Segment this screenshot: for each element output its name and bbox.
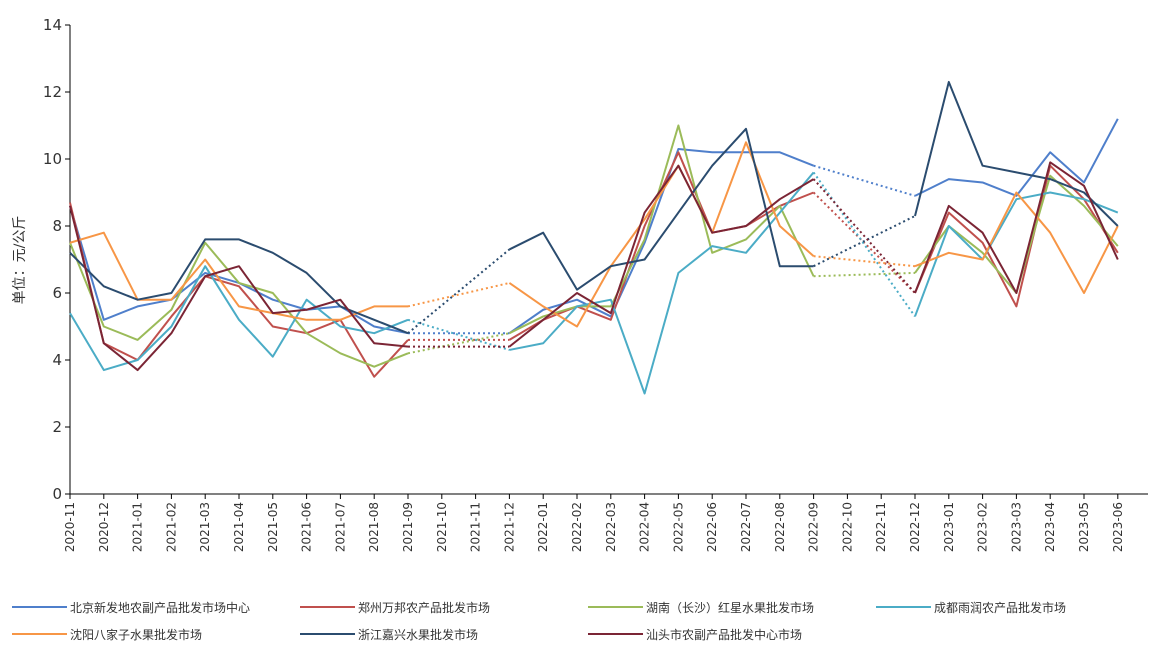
gap-connector bbox=[812, 171, 916, 318]
y-tick-label: 10 bbox=[43, 150, 62, 168]
x-tick-label: 2021-07 bbox=[333, 502, 347, 552]
gap-connector bbox=[407, 248, 511, 334]
x-tick-label: 2021-05 bbox=[266, 502, 280, 552]
x-tick-label: 2021-03 bbox=[198, 502, 212, 552]
x-tick-label: 2021-02 bbox=[164, 502, 178, 552]
x-tick-label: 2023-04 bbox=[1043, 502, 1057, 552]
x-tick-label: 2021-09 bbox=[401, 502, 415, 552]
legend-label: 湖南（长沙）红星水果批发市场 bbox=[646, 600, 814, 615]
legend-label: 汕头市农副产品批发中心市场 bbox=[646, 627, 802, 642]
x-tick-label: 2022-11 bbox=[874, 502, 888, 552]
x-tick-label: 2023-02 bbox=[976, 502, 990, 552]
y-tick-label: 0 bbox=[52, 485, 62, 503]
y-tick-label: 12 bbox=[43, 83, 62, 101]
series-line bbox=[69, 151, 1119, 378]
y-tick-label: 2 bbox=[52, 418, 62, 436]
x-tick-label: 2021-06 bbox=[300, 502, 314, 552]
x-tick-label: 2022-04 bbox=[638, 502, 652, 552]
x-tick-label: 2023-03 bbox=[1009, 502, 1023, 552]
y-tick-label: 8 bbox=[52, 217, 62, 235]
gap-connector bbox=[813, 255, 916, 268]
x-tick-label: 2022-09 bbox=[807, 502, 821, 552]
x-tick-label: 2022-06 bbox=[705, 502, 719, 552]
series-line bbox=[69, 124, 1119, 368]
x-tick-label: 2021-01 bbox=[131, 502, 145, 552]
x-tick-label: 2021-04 bbox=[232, 502, 246, 552]
x-tick-label: 2023-01 bbox=[942, 502, 956, 552]
x-tick-label: 2022-05 bbox=[671, 502, 685, 552]
x-tick-label: 2022-01 bbox=[536, 502, 550, 552]
series-line bbox=[69, 161, 1119, 372]
x-tick-label: 2021-08 bbox=[367, 502, 381, 552]
x-tick-label: 2021-11 bbox=[469, 502, 483, 552]
gap-connector bbox=[813, 271, 916, 278]
series-line bbox=[69, 171, 1119, 395]
x-tick-label: 2020-11 bbox=[63, 502, 77, 552]
x-tick-label: 2022-10 bbox=[840, 502, 854, 552]
y-tick-label: 14 bbox=[43, 16, 62, 34]
x-tick-label: 2023-06 bbox=[1111, 502, 1125, 552]
gap-connector bbox=[813, 215, 916, 268]
x-tick-label: 2022-07 bbox=[739, 502, 753, 552]
series-line bbox=[69, 80, 1119, 335]
legend-label: 浙江嘉兴水果批发市场 bbox=[358, 627, 478, 642]
gap-connector bbox=[812, 178, 916, 294]
x-tick-label: 2020-12 bbox=[97, 502, 111, 552]
gap-connector bbox=[407, 318, 510, 351]
gap-connector bbox=[407, 281, 510, 308]
x-tick-label: 2022-12 bbox=[908, 502, 922, 552]
x-tick-label: 2022-08 bbox=[773, 502, 787, 552]
y-axis-label: 单位：元/公斤 bbox=[12, 216, 28, 305]
legend-label: 成都雨润农产品批发市场 bbox=[934, 600, 1066, 615]
x-tick-label: 2022-03 bbox=[604, 502, 618, 552]
x-tick-label: 2022-02 bbox=[570, 502, 584, 552]
legend-label: 北京新发地农副产品批发市场中心 bbox=[70, 600, 250, 615]
legend-label: 郑州万邦农产品批发市场 bbox=[358, 600, 490, 615]
x-tick-label: 2021-12 bbox=[502, 502, 516, 552]
y-tick-label: 6 bbox=[52, 284, 62, 302]
y-tick-label: 4 bbox=[52, 351, 62, 369]
x-tick-label: 2023-05 bbox=[1077, 502, 1091, 552]
gap-connector bbox=[813, 164, 916, 197]
x-tick-label: 2021-10 bbox=[435, 502, 449, 552]
gap-connector bbox=[407, 332, 510, 355]
legend-label: 沈阳八家子水果批发市场 bbox=[70, 627, 202, 642]
